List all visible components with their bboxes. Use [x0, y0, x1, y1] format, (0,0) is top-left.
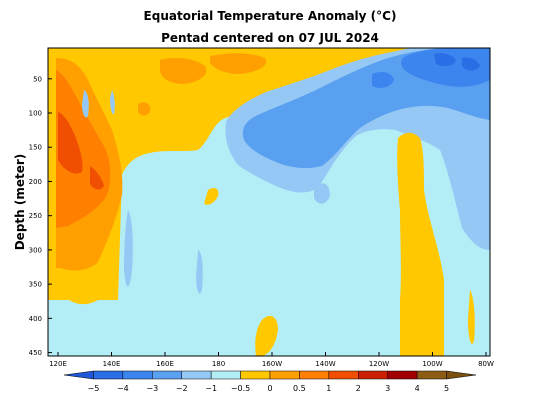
y-axis-label: Depth (meter) — [13, 154, 27, 251]
y-tick-label: 350 — [29, 281, 42, 289]
colorbar-swatch — [387, 370, 418, 380]
anomaly-field — [48, 48, 490, 356]
x-tick-label: 140W — [315, 360, 335, 368]
colorbar-swatch — [299, 370, 330, 380]
colorbar-swatch — [240, 370, 271, 380]
x-tick-label: 120E — [49, 360, 67, 368]
colorbar-swatch — [93, 370, 124, 380]
colorbar-label: 3 — [385, 384, 390, 393]
colorbar-label: 1 — [326, 384, 331, 393]
colorbar-label: 4 — [415, 384, 420, 393]
colorbar-label: −1 — [205, 384, 217, 393]
y-tick-label: 450 — [29, 349, 42, 357]
chart-subtitle: Pentad centered on 07 JUL 2024 — [161, 31, 379, 45]
colorbar: −5 −4 −3 −2 −1 −0.5 0 0.5 1 2 3 4 5 — [63, 370, 477, 393]
x-tick-label: 160E — [156, 360, 174, 368]
colorbar-label: −3 — [146, 384, 158, 393]
colorbar-label: 0 — [267, 384, 272, 393]
x-tick-label: 180 — [212, 360, 225, 368]
chart-title: Equatorial Temperature Anomaly (°C) — [144, 9, 397, 23]
colorbar-label: 2 — [356, 384, 361, 393]
plot-frame — [47, 47, 491, 357]
colorbar-swatch — [122, 370, 153, 380]
x-tick-label: 80W — [478, 360, 494, 368]
colorbar-label: −5 — [88, 384, 100, 393]
x-tick-label: 140E — [103, 360, 121, 368]
colorbar-swatch — [269, 370, 300, 380]
colorbar-label: −0.5 — [231, 384, 250, 393]
colorbar-swatch — [446, 370, 477, 380]
y-tick-label: 200 — [29, 178, 42, 186]
colorbar-swatch — [181, 370, 212, 380]
colorbar-swatch — [358, 370, 388, 380]
colorbar-swatch — [416, 370, 447, 380]
x-tick-label: 120W — [369, 360, 389, 368]
colorbar-label: −2 — [176, 384, 188, 393]
x-axis: 120E 140E 160E 180 160W 140W 120W 100W 80W — [49, 352, 494, 368]
x-tick-label: 160W — [262, 360, 282, 368]
colorbar-swatch — [328, 370, 359, 380]
colorbar-swatch — [63, 370, 94, 380]
colorbar-label: 0.5 — [293, 384, 306, 393]
y-tick-label: 250 — [29, 212, 42, 220]
y-tick-label: 300 — [29, 246, 42, 254]
y-tick-label: 150 — [29, 144, 42, 152]
colorbar-swatch — [152, 370, 182, 380]
x-tick-label: 100W — [422, 360, 442, 368]
y-axis: 50 100 150 200 250 300 350 400 450 — [29, 75, 52, 357]
colorbar-swatch — [210, 370, 241, 380]
colorbar-label: −4 — [117, 384, 129, 393]
y-tick-label: 400 — [29, 315, 42, 323]
y-tick-label: 100 — [29, 110, 42, 118]
y-tick-label: 50 — [33, 75, 42, 83]
colorbar-label: 5 — [444, 384, 449, 393]
